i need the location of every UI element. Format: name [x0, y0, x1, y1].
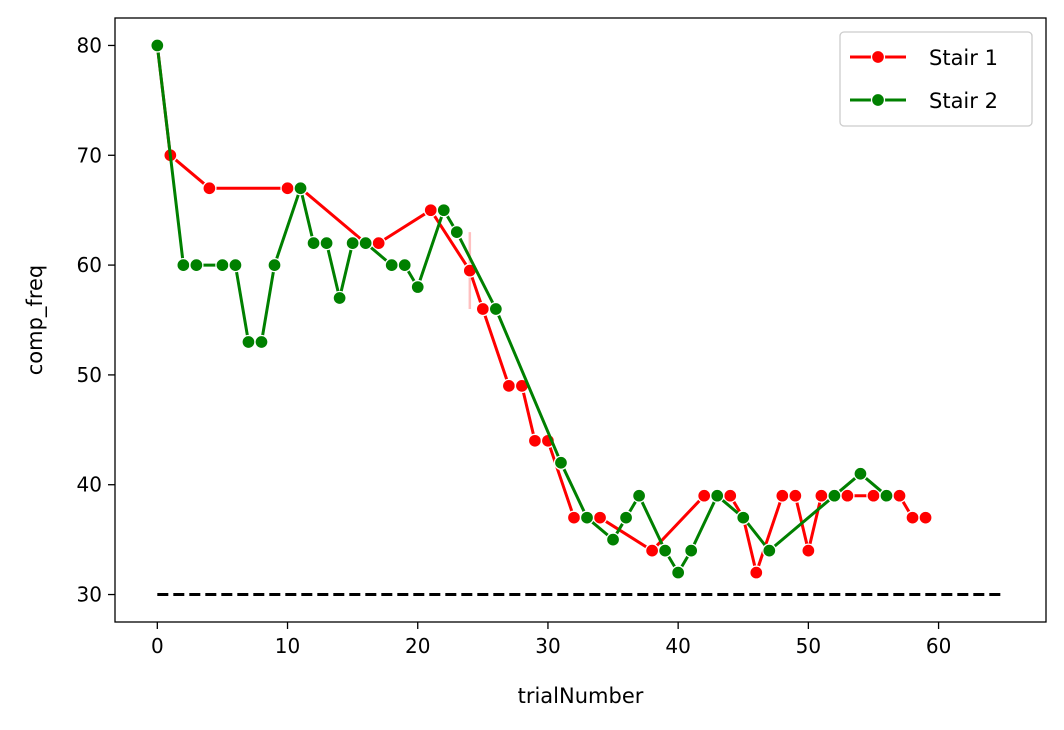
data-point: [853, 466, 868, 481]
data-point: [710, 488, 725, 503]
data-point: [410, 279, 425, 295]
data-point: [605, 532, 621, 547]
series-2: [150, 38, 894, 580]
data-point: [684, 543, 699, 558]
data-point: [449, 224, 464, 240]
axes-frame: [114, 17, 1047, 623]
data-point: [241, 334, 256, 350]
data-point: [332, 290, 347, 306]
legend-marker: [870, 92, 886, 108]
data-point: [358, 235, 373, 251]
reference-line-group: [157, 232, 1004, 597]
data-point: [319, 235, 334, 251]
data-point: [371, 235, 386, 251]
data-point: [762, 543, 777, 558]
data-point: [306, 235, 321, 251]
data-point: [631, 488, 647, 503]
data-point: [657, 543, 673, 558]
data-point: [736, 510, 751, 525]
data-point: [801, 543, 816, 558]
legend: Stair 1 Stair 2: [839, 31, 1033, 127]
x-tick-label: 40: [665, 634, 690, 658]
data-point: [150, 38, 165, 53]
data-point: [553, 455, 569, 470]
data-point: [671, 565, 686, 580]
legend-item: Stair 1: [850, 46, 998, 70]
data-point: [345, 235, 360, 251]
legend-label: Stair 2: [929, 89, 998, 113]
data-point: [814, 488, 829, 503]
legend-item: Stair 2: [850, 89, 998, 113]
data-point: [254, 334, 269, 350]
x-tick-label: 50: [796, 634, 821, 658]
data-point: [202, 181, 217, 196]
data-point: [827, 488, 842, 503]
x-axis-ticks: 0 10 20 30 40 50 60: [151, 622, 951, 658]
data-point: [488, 301, 504, 317]
data-point: [892, 488, 907, 503]
x-tick-label: 60: [926, 634, 951, 658]
data-point: [618, 510, 634, 525]
data-point: [840, 488, 855, 503]
data-point: [592, 510, 608, 525]
data-point: [397, 257, 412, 273]
data-point: [176, 257, 191, 273]
data-point: [280, 181, 295, 196]
data-point: [879, 488, 894, 503]
legend-marker: [870, 49, 886, 65]
y-tick-label: 80: [77, 33, 102, 57]
x-tick-label: 0: [151, 634, 164, 658]
data-point: [775, 488, 790, 503]
data-point: [788, 488, 803, 503]
data-point: [697, 488, 712, 503]
data-point: [384, 257, 399, 273]
data-point: [267, 257, 282, 273]
data-point: [501, 378, 517, 394]
y-tick-label: 60: [77, 253, 102, 277]
series-group: [150, 38, 933, 580]
data-point: [293, 181, 308, 196]
data-point: [436, 203, 451, 218]
data-point: [918, 510, 933, 525]
x-tick-label: 20: [405, 634, 430, 658]
x-tick-label: 10: [275, 634, 300, 658]
data-point: [475, 301, 490, 317]
x-axis-label: trialNumber: [518, 684, 644, 708]
y-tick-label: 40: [77, 473, 102, 497]
y-tick-label: 30: [77, 583, 102, 607]
data-point: [423, 203, 438, 218]
data-point: [228, 257, 243, 273]
data-point: [644, 543, 660, 558]
y-axis-label: comp_freq: [23, 265, 48, 376]
y-axis-ticks: 30 40 50 60 70 80: [77, 33, 115, 607]
x-tick-label: 30: [535, 634, 560, 658]
y-tick-label: 50: [77, 363, 102, 387]
data-point: [866, 488, 881, 503]
data-point: [566, 510, 582, 525]
data-point: [579, 510, 595, 525]
data-point: [749, 565, 764, 580]
data-point: [905, 510, 920, 525]
y-tick-label: 70: [77, 143, 102, 167]
legend-label: Stair 1: [929, 46, 998, 70]
data-point: [527, 433, 543, 448]
series-line: [155, 45, 926, 575]
data-point: [723, 488, 738, 503]
data-point: [189, 257, 204, 273]
data-point: [215, 257, 230, 273]
